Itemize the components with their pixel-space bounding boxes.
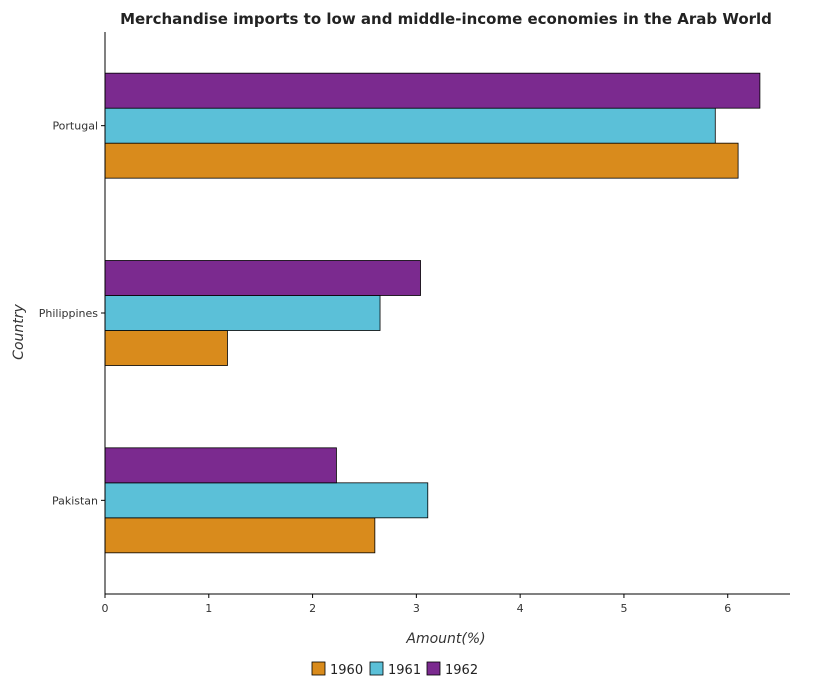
legend-label-1960: 1960 xyxy=(330,663,363,678)
bar-pakistan-1961 xyxy=(104,482,429,519)
x-tick-label: 0 xyxy=(102,602,109,615)
legend: 1960 1961 1962 xyxy=(311,661,478,678)
legend-swatch-1962 xyxy=(426,661,441,676)
x-tick-label: 2 xyxy=(309,602,316,615)
bar-portugal-1960 xyxy=(104,142,739,179)
y-axis: Pakistan Philippines Portugal xyxy=(39,32,106,594)
y-tick-label: Pakistan xyxy=(52,494,98,507)
x-tick-label: 6 xyxy=(724,602,731,615)
bar-pakistan-1962 xyxy=(104,447,337,484)
x-tick-label: 4 xyxy=(517,602,524,615)
legend-swatch-1961 xyxy=(369,661,384,676)
bar-philippines-1961 xyxy=(104,295,381,331)
y-tick-label: Philippines xyxy=(39,307,99,320)
legend-label-1961: 1961 xyxy=(388,663,421,678)
x-tick-label: 1 xyxy=(205,602,212,615)
y-axis-label: Country xyxy=(11,303,27,359)
bar-portugal-1961 xyxy=(104,107,716,144)
y-tick-label: Portugal xyxy=(52,120,98,133)
x-axis-label: Amount(%) xyxy=(405,631,485,647)
legend-swatch-1960 xyxy=(311,661,326,676)
x-tick-label: 3 xyxy=(413,602,420,615)
plot-area xyxy=(104,72,761,554)
bar-philippines-1960 xyxy=(104,330,228,366)
bar-pakistan-1960 xyxy=(104,517,376,554)
bar-philippines-1962 xyxy=(104,260,421,296)
chart-title: Merchandise imports to low and middle-in… xyxy=(120,10,772,28)
x-axis: 0 1 2 3 4 5 6 xyxy=(102,593,790,615)
legend-label-1962: 1962 xyxy=(445,663,478,678)
x-tick-label: 5 xyxy=(620,602,627,615)
bar-portugal-1962 xyxy=(104,72,761,109)
